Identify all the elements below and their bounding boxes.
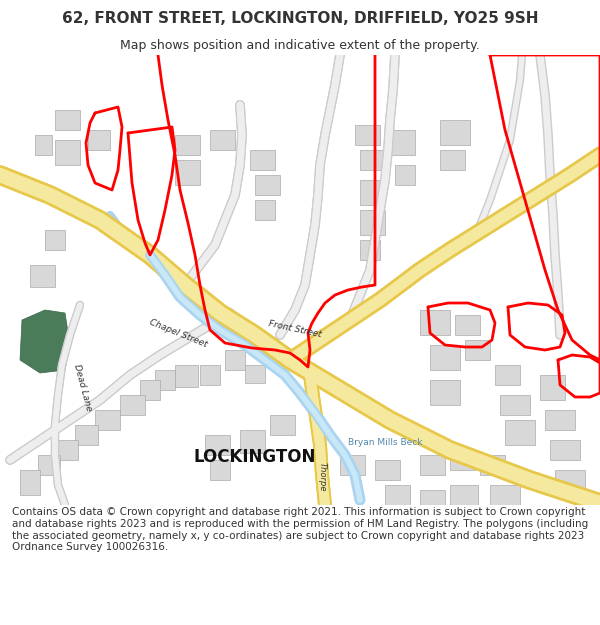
Text: 62, FRONT STREET, LOCKINGTON, DRIFFIELD, YO25 9SH: 62, FRONT STREET, LOCKINGTON, DRIFFIELD,…: [62, 11, 538, 26]
Polygon shape: [140, 380, 160, 400]
Polygon shape: [250, 150, 275, 170]
Polygon shape: [500, 395, 530, 415]
Polygon shape: [355, 125, 380, 145]
Polygon shape: [210, 130, 235, 150]
Polygon shape: [455, 315, 480, 335]
Polygon shape: [430, 380, 460, 405]
Polygon shape: [225, 350, 245, 370]
Polygon shape: [545, 410, 575, 430]
Text: Contains OS data © Crown copyright and database right 2021. This information is : Contains OS data © Crown copyright and d…: [12, 508, 588, 552]
Polygon shape: [95, 410, 120, 430]
Polygon shape: [38, 455, 60, 475]
Polygon shape: [550, 440, 580, 460]
Polygon shape: [205, 435, 230, 455]
Text: Chapel Street: Chapel Street: [148, 318, 209, 349]
Polygon shape: [245, 365, 265, 383]
Polygon shape: [495, 365, 520, 385]
Text: Dead Lane: Dead Lane: [72, 363, 93, 412]
Polygon shape: [420, 455, 445, 475]
Polygon shape: [30, 265, 55, 287]
Polygon shape: [505, 420, 535, 445]
Polygon shape: [360, 240, 380, 260]
Polygon shape: [175, 160, 200, 185]
Polygon shape: [55, 110, 80, 130]
Polygon shape: [55, 140, 80, 165]
Text: Bryan Mills Beck: Bryan Mills Beck: [348, 438, 422, 447]
Polygon shape: [375, 460, 400, 480]
Polygon shape: [255, 200, 275, 220]
Polygon shape: [175, 135, 200, 155]
Polygon shape: [20, 470, 40, 495]
Polygon shape: [555, 470, 585, 490]
Polygon shape: [420, 490, 445, 505]
Polygon shape: [360, 210, 385, 235]
Polygon shape: [58, 440, 78, 460]
Polygon shape: [420, 310, 450, 335]
Text: LOCKINGTON: LOCKINGTON: [194, 448, 316, 466]
Polygon shape: [540, 375, 565, 400]
Polygon shape: [200, 365, 220, 385]
Polygon shape: [88, 130, 110, 150]
Polygon shape: [120, 395, 145, 415]
Polygon shape: [240, 430, 265, 453]
Polygon shape: [75, 425, 98, 445]
Polygon shape: [340, 455, 365, 475]
Polygon shape: [360, 150, 385, 170]
Polygon shape: [450, 450, 475, 470]
Polygon shape: [385, 485, 410, 505]
Text: Thorpe: Thorpe: [318, 462, 327, 492]
Text: Front Street: Front Street: [268, 319, 323, 339]
Text: Map shows position and indicative extent of the property.: Map shows position and indicative extent…: [120, 39, 480, 51]
Polygon shape: [175, 365, 198, 387]
Polygon shape: [270, 415, 295, 435]
Polygon shape: [440, 150, 465, 170]
Polygon shape: [465, 340, 490, 360]
Polygon shape: [35, 135, 52, 155]
Polygon shape: [430, 345, 460, 370]
Polygon shape: [360, 180, 385, 205]
Polygon shape: [490, 485, 520, 505]
Polygon shape: [255, 175, 280, 195]
Polygon shape: [390, 130, 415, 155]
Polygon shape: [20, 310, 70, 373]
Polygon shape: [440, 120, 470, 145]
Polygon shape: [395, 165, 415, 185]
Polygon shape: [450, 485, 478, 505]
Polygon shape: [45, 230, 65, 250]
Polygon shape: [480, 455, 505, 475]
Polygon shape: [210, 460, 230, 480]
Polygon shape: [155, 370, 175, 390]
